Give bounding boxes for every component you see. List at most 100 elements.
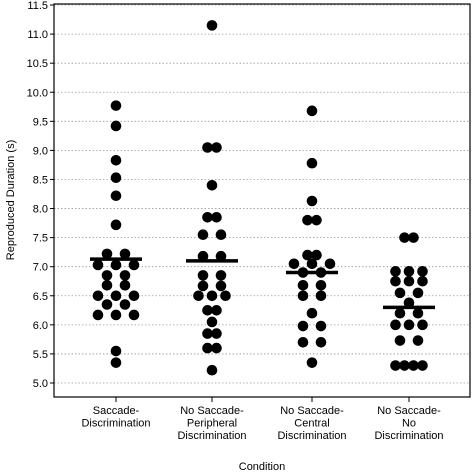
data-point <box>128 259 140 271</box>
data-point <box>297 280 309 291</box>
data-point <box>119 280 131 291</box>
x-category-label: Saccade- <box>93 405 140 417</box>
data-points <box>92 20 428 376</box>
data-point <box>202 211 213 223</box>
data-point <box>211 211 222 223</box>
x-category-label: Discrimination <box>177 430 246 442</box>
data-point <box>197 280 209 292</box>
data-point <box>211 342 222 354</box>
data-point <box>220 290 231 302</box>
y-tick-label: 5.5 <box>33 349 48 361</box>
grid-lines <box>54 4 470 384</box>
data-point <box>110 172 122 184</box>
data-point <box>403 275 415 287</box>
data-point <box>306 195 318 207</box>
y-tick-label: 7.5 <box>33 233 48 245</box>
data-point <box>101 299 113 310</box>
data-point <box>110 190 122 202</box>
y-tick-label: 6.5 <box>33 291 48 303</box>
x-category-label: Discrimination <box>374 430 443 442</box>
data-point <box>92 309 104 321</box>
y-tick-label: 10.0 <box>27 87 48 99</box>
data-point <box>197 270 209 281</box>
data-point <box>408 232 419 243</box>
data-point <box>101 270 113 281</box>
data-point <box>206 290 218 302</box>
data-point <box>119 248 131 260</box>
plot-frame <box>53 3 471 398</box>
data-point <box>297 320 309 332</box>
data-point <box>206 316 218 328</box>
y-axis-title: Reproduced Duration (s) <box>5 140 17 260</box>
data-point <box>110 219 122 231</box>
data-point <box>128 309 140 321</box>
data-point <box>211 142 222 153</box>
data-point <box>306 258 318 270</box>
data-point <box>315 336 327 348</box>
y-tick-label: 11.0 <box>27 29 48 41</box>
data-point <box>324 258 336 270</box>
data-point <box>101 280 113 291</box>
data-point <box>399 232 410 243</box>
data-point <box>206 364 218 376</box>
y-tick-label: 8.0 <box>33 204 48 216</box>
data-point <box>211 328 222 339</box>
data-point <box>101 248 113 260</box>
data-point <box>202 342 213 354</box>
data-point <box>394 287 406 299</box>
data-point <box>417 275 428 287</box>
data-point <box>311 214 322 226</box>
data-point <box>110 357 122 368</box>
data-point <box>119 270 131 281</box>
data-point <box>394 307 406 319</box>
data-point <box>110 290 122 302</box>
x-category-label: Discrimination <box>277 430 346 442</box>
data-point <box>390 266 401 277</box>
mean-markers <box>90 257 435 310</box>
data-point <box>302 249 313 261</box>
data-point <box>394 335 406 346</box>
data-point <box>297 290 309 302</box>
data-point <box>306 307 318 319</box>
y-tick-label: 6.0 <box>33 320 48 332</box>
x-category-label: No Saccade- <box>180 405 244 417</box>
y-tick-label: 10.5 <box>27 58 48 70</box>
data-point <box>399 360 410 371</box>
data-point <box>306 157 318 169</box>
data-point <box>215 229 227 241</box>
data-point <box>110 154 122 166</box>
y-tick-label: 7.0 <box>33 262 48 274</box>
data-point <box>306 105 318 117</box>
data-point <box>412 335 424 346</box>
data-point <box>215 280 227 292</box>
data-point <box>417 266 428 277</box>
data-point <box>197 250 209 262</box>
data-point <box>417 319 428 331</box>
data-point <box>215 270 227 281</box>
data-point <box>110 345 122 357</box>
x-category-label: No Saccade- <box>280 405 344 417</box>
data-point <box>403 266 415 277</box>
y-tick-label: 9.5 <box>33 116 48 128</box>
data-point <box>306 357 318 368</box>
data-point <box>128 290 140 302</box>
y-tick-label: 5.0 <box>33 378 48 390</box>
data-point <box>206 179 218 191</box>
data-point <box>417 360 428 371</box>
data-point <box>302 214 313 226</box>
y-axis-ticks: 5.0 5.5 6.0 6.5 7.0 7.5 8.0 8.5 9.0 9.5 10.0 10.5 11… <box>27 0 54 390</box>
data-point <box>315 290 327 302</box>
data-point <box>403 319 415 331</box>
data-point <box>110 309 122 321</box>
data-point <box>311 249 322 261</box>
data-point <box>412 307 424 319</box>
data-point <box>315 320 327 332</box>
data-point <box>408 360 419 371</box>
x-category-label: No <box>402 418 416 430</box>
data-point <box>288 258 300 270</box>
data-point <box>119 299 131 310</box>
data-point <box>215 250 227 262</box>
data-point <box>197 229 209 241</box>
data-point <box>92 259 104 271</box>
